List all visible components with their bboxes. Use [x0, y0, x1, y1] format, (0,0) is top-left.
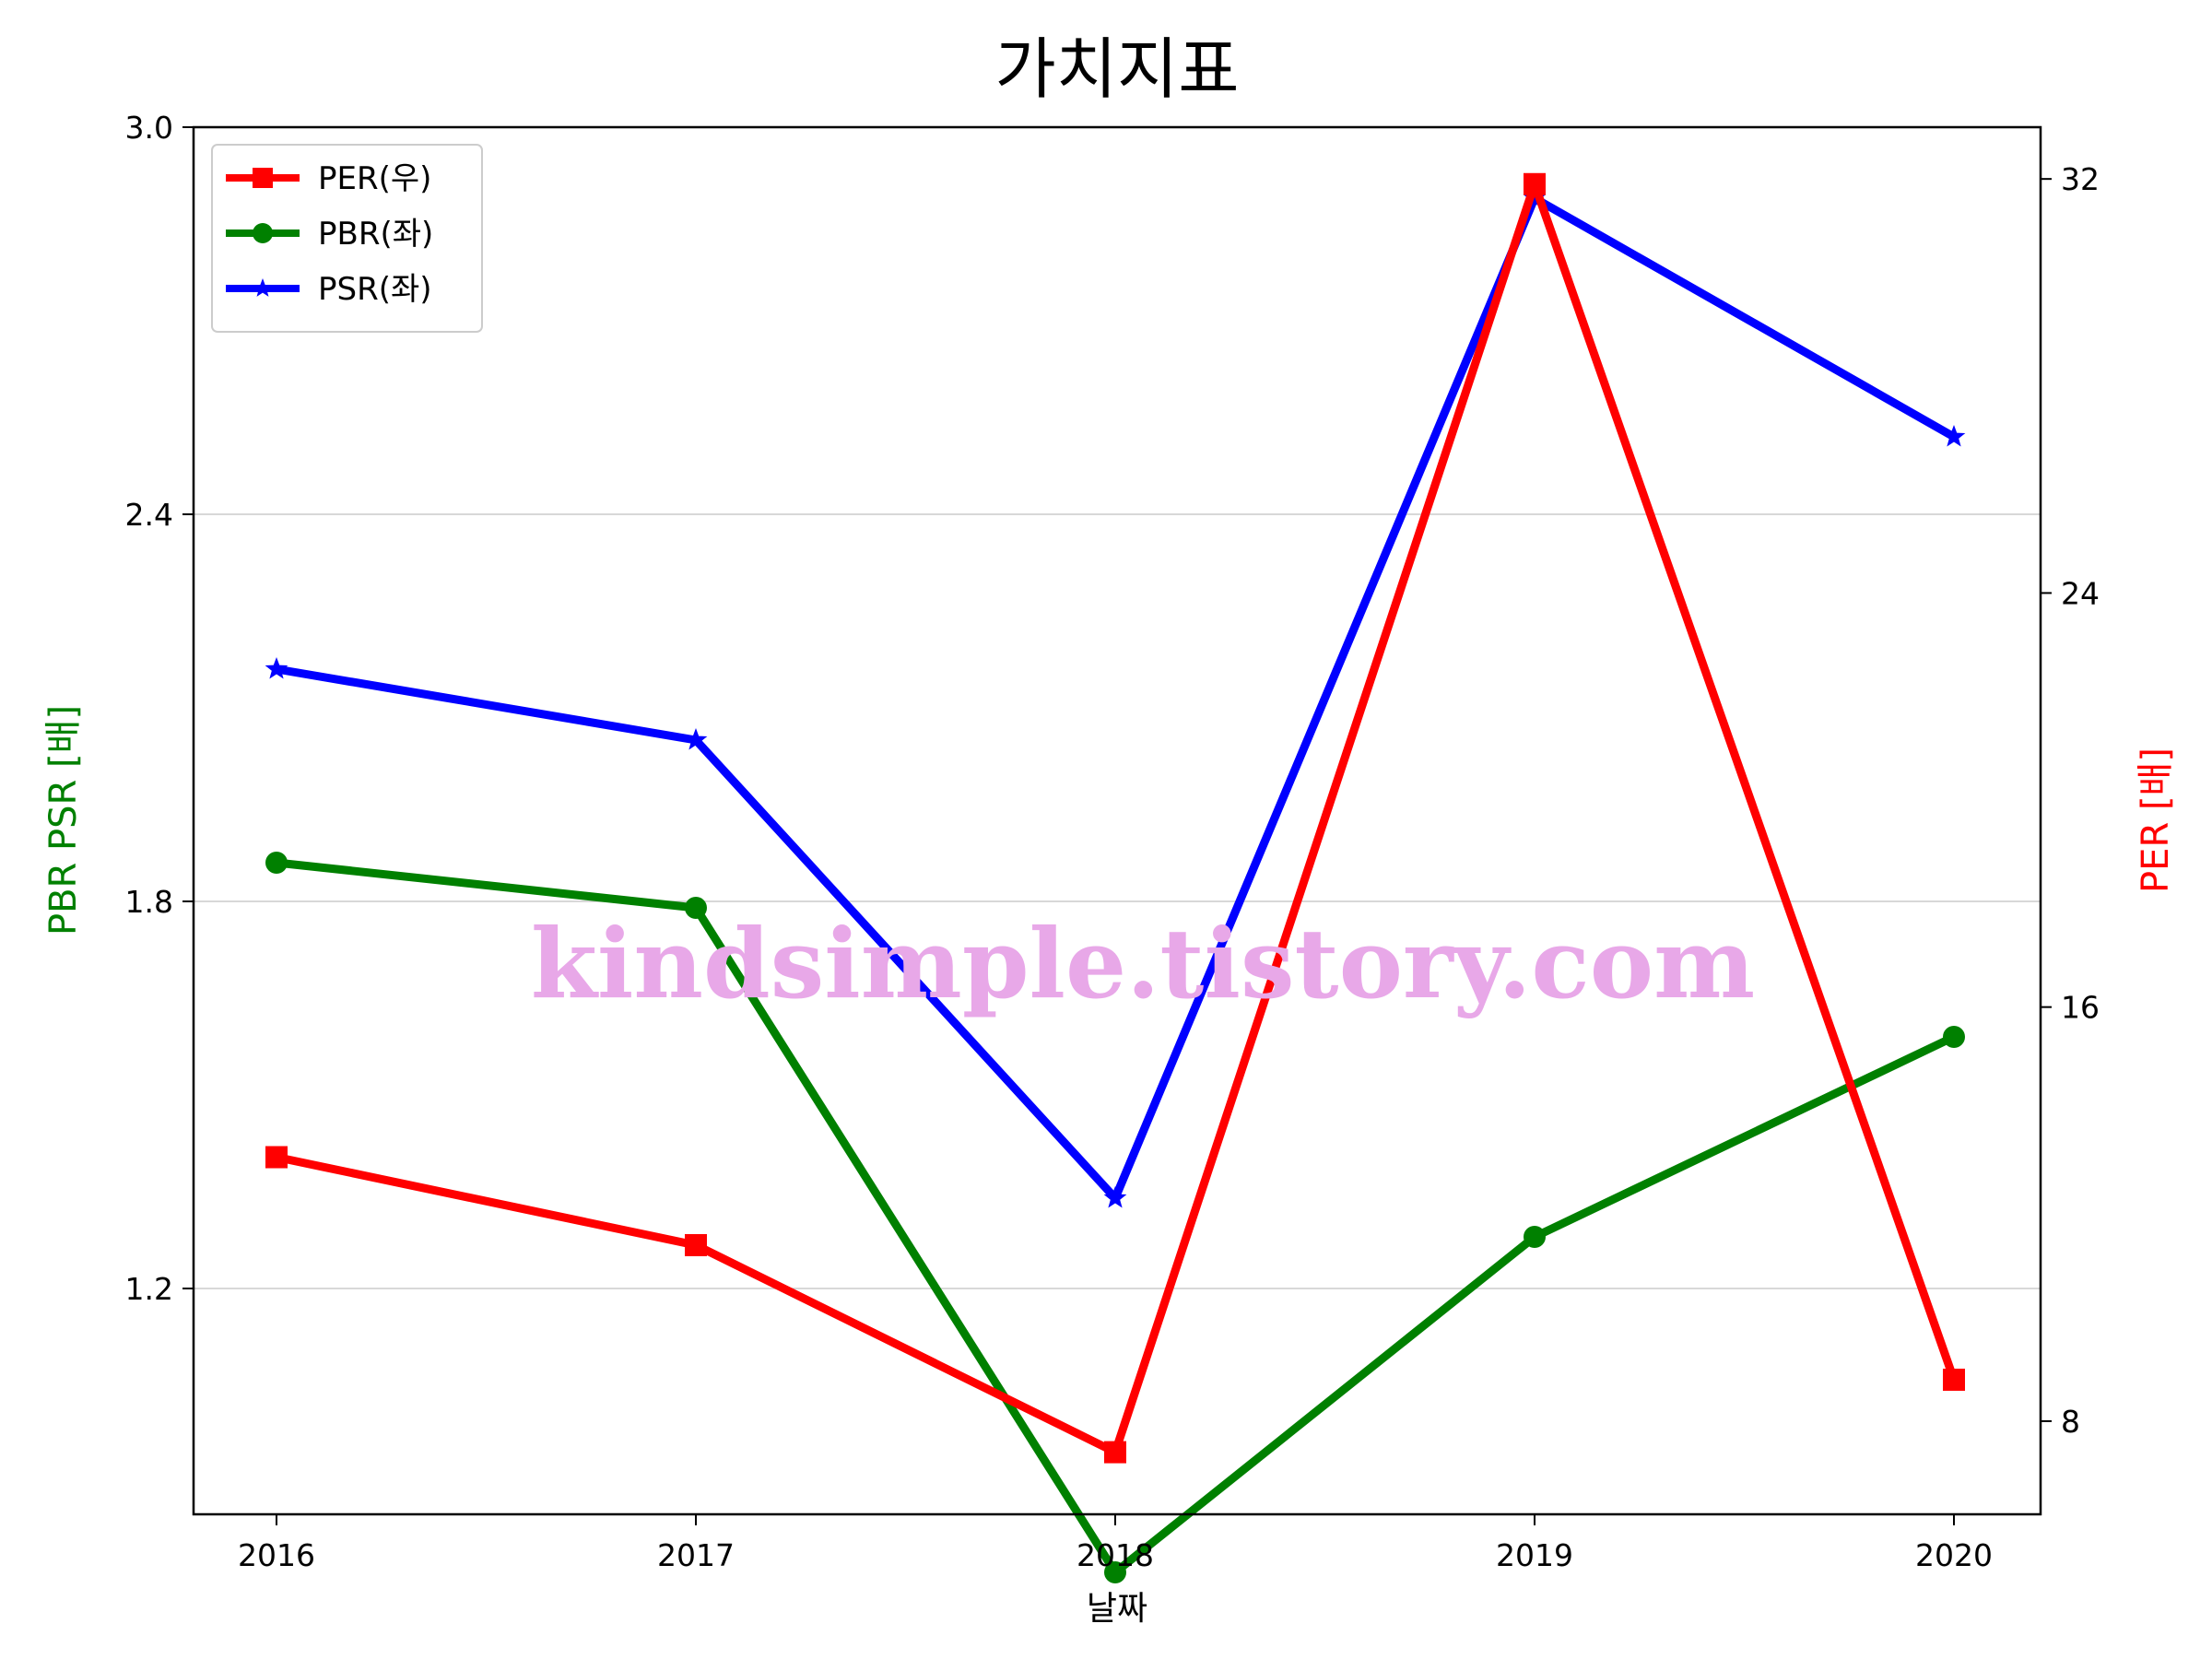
y-right-tick-label: 24: [2061, 575, 2100, 611]
x-axis-ticks: 2016 2017 2018 2019 2020: [238, 1514, 1993, 1573]
per-point: [1104, 1441, 1126, 1464]
legend: PER(우) PBR(좌) PSR(좌): [211, 144, 483, 333]
psr-point: [684, 728, 708, 750]
y-axis-left-label: PBR PSR [배]: [42, 705, 85, 935]
psr-point: [1103, 1186, 1127, 1208]
x-axis-label: 날짜: [1087, 1590, 1147, 1628]
per-point: [685, 1233, 707, 1256]
y-left-tick-label: 3.0: [125, 110, 173, 146]
y-left-tick-label: 2.4: [125, 497, 173, 533]
pbr-point: [265, 852, 288, 874]
x-tick-label: 2019: [1496, 1537, 1573, 1573]
watermark: kindsimple.tistory.com: [531, 907, 1755, 1020]
x-tick-label: 2017: [657, 1537, 735, 1573]
series-pbr: [265, 852, 1965, 1583]
plot-frame: [192, 125, 2042, 1516]
per-point: [1943, 1368, 1965, 1391]
y-axis-right-ticks: 8 16 24 32: [2041, 161, 2100, 1440]
y-right-tick-label: 16: [2061, 990, 2100, 1026]
series-layer: [265, 172, 1966, 1583]
legend-label-psr: PSR(좌): [318, 271, 432, 308]
y-axis-left-ticks: 1.2 1.8 2.4 3.0: [125, 110, 194, 1307]
psr-point: [265, 657, 288, 679]
pbr-point: [685, 897, 707, 919]
legend-label-per: PER(우): [318, 160, 431, 197]
y-axis-right-label: PER [배]: [2135, 747, 2177, 893]
y-left-tick-label: 1.8: [125, 884, 173, 920]
legend-label-pbr: PBR(좌): [318, 216, 433, 253]
chart-title: 가치지표: [995, 30, 1240, 108]
series-per: [265, 172, 1965, 1464]
per-point: [265, 1146, 288, 1169]
psr-point: [1942, 425, 1966, 447]
x-tick-label: 2020: [1915, 1537, 1993, 1573]
per-point: [1524, 172, 1546, 195]
pbr-point: [1524, 1226, 1546, 1248]
legend-marker-psr: [253, 278, 273, 297]
x-tick-label: 2018: [1077, 1537, 1154, 1573]
y-right-tick-label: 8: [2061, 1404, 2080, 1440]
legend-marker-pbr: [253, 223, 273, 243]
grid-lines: [194, 513, 2041, 1289]
pbr-point: [1943, 1026, 1965, 1048]
y-left-tick-label: 1.2: [125, 1271, 173, 1307]
y-right-tick-label: 32: [2061, 161, 2100, 197]
legend-marker-per: [253, 168, 273, 188]
x-tick-label: 2016: [238, 1537, 315, 1573]
pbr-point: [1104, 1561, 1126, 1583]
